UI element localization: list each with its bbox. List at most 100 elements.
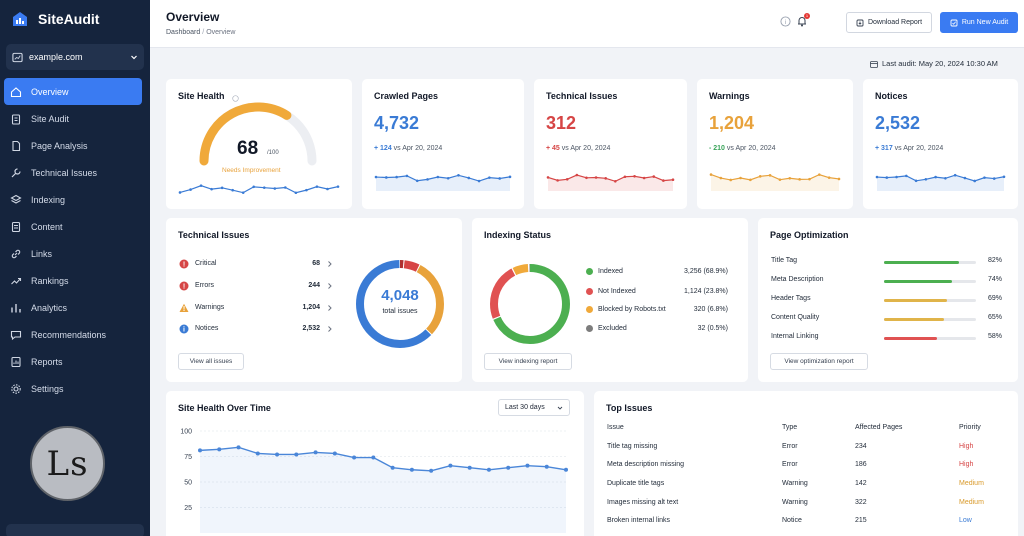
technical-issues-card: Technical Issues View all issues [166, 218, 462, 382]
svg-text:i: i [183, 327, 185, 334]
indexing-label-excluded: Excluded [598, 325, 627, 332]
sparkline-point [498, 177, 501, 180]
brand[interactable]: SiteAudit [0, 0, 150, 38]
sparkline-point [895, 175, 898, 179]
sidebar-item-rankings[interactable]: Rankings [4, 267, 142, 294]
sidebar-item-settings[interactable]: Settings [4, 375, 142, 402]
sparkline-point [326, 187, 329, 191]
optimization-bar-fill [884, 318, 944, 321]
warnings-card: Warnings 1,204 - 210 vs Apr 20, 2024 [697, 79, 853, 209]
sparkline-point [585, 176, 588, 180]
legend-dot-not-indexed [586, 288, 593, 295]
user-menu[interactable] [6, 524, 144, 536]
sparkline-point [934, 175, 937, 179]
sidebar-item-reports[interactable]: Reports [4, 348, 142, 375]
sidebar-item-overview[interactable]: Overview [4, 78, 142, 105]
breadcrumb-dashboard[interactable]: Dashboard [166, 29, 201, 36]
sparkline-point [273, 187, 277, 190]
sidebar-item-content[interactable]: Content [4, 213, 142, 240]
info-icon[interactable] [232, 95, 239, 102]
health-line-chart: 100 75 50 25 [180, 429, 568, 533]
warnings-sparkline [709, 173, 841, 191]
sparkline-point [405, 174, 409, 178]
optimization-label-title-tag: Title Tag [771, 257, 798, 264]
technical-issues-delta-compare: vs Apr 20, 2024 [561, 145, 611, 152]
legend-dot-blocked-by-robots-txt [586, 306, 593, 313]
sparkline-point [944, 176, 947, 180]
health-gauge-fill [199, 102, 292, 166]
column-header-issue: Issue [607, 424, 624, 431]
table-row[interactable] [594, 439, 1018, 457]
view-optimization-report-button[interactable]: View optimization report [770, 353, 868, 370]
date-range-select[interactable]: Last 30 days [498, 399, 570, 416]
optimization-pct-content-quality: 65% [988, 314, 1003, 321]
chevron-right-icon[interactable] [327, 325, 333, 333]
file-icon [12, 140, 21, 151]
data-point [390, 465, 395, 470]
sparkline-point [336, 185, 340, 188]
health-over-time-title: Site Health Over Time [178, 403, 271, 413]
sparkline-point [614, 179, 617, 183]
cell-issue: Title tag missing [607, 443, 658, 450]
download-report-button[interactable]: Download Report [846, 12, 932, 33]
sparkline-point [385, 176, 388, 179]
top-issues-title: Top Issues [606, 403, 653, 413]
sparkline-point [662, 179, 665, 182]
notices-delta: + 317 vs Apr 20, 2024 [875, 145, 943, 152]
run-new-audit-button[interactable]: Run New Audit [940, 12, 1018, 33]
donut-segment-indexed [490, 264, 570, 344]
sidebar-item-links[interactable]: Links [4, 240, 142, 267]
sidebar-item-site-audit[interactable]: Site Audit [4, 105, 142, 132]
sparkline-point [446, 176, 450, 180]
cell-priority: High [959, 443, 974, 450]
avatar[interactable]: Ls [30, 426, 105, 501]
technical-issues-title: Technical Issues [546, 91, 618, 101]
chevron-right-icon[interactable] [327, 260, 333, 268]
view-indexing-report-label: View indexing report [498, 358, 558, 365]
sidebar-item-label: Overview [31, 86, 69, 97]
report-icon [11, 356, 21, 367]
cell-pages: 322 [855, 499, 867, 506]
breadcrumb-overview: Overview [206, 29, 236, 36]
data-point [275, 452, 280, 457]
indexing-label-indexed: Indexed [598, 268, 623, 275]
page-optimization-title: Page Optimization [770, 230, 849, 240]
view-indexing-report-button[interactable]: View indexing report [484, 353, 572, 370]
site-selector[interactable]: example.com [6, 44, 144, 70]
help-icon[interactable]: i [780, 16, 791, 27]
indexing-value-not-indexed: 1,124 (23.8%) [684, 288, 728, 295]
sparkline-area [376, 175, 510, 191]
sidebar-item-technical-issues[interactable]: Technical Issues [4, 159, 142, 186]
sidebar-item-label: Links [31, 248, 53, 259]
chevron-right-icon[interactable] [327, 304, 333, 312]
last-audit: Last audit: May 20, 2024 10:30 AM [870, 59, 998, 68]
warning-icon: ! [179, 303, 189, 313]
site-icon [12, 52, 23, 62]
y-tick-label: 75 [184, 454, 192, 461]
donut-segment-warnings [356, 260, 444, 348]
chevron-right-icon[interactable] [327, 282, 333, 290]
bell-icon[interactable] [796, 15, 808, 27]
crawled-pages-delta-compare: vs Apr 20, 2024 [393, 145, 443, 152]
svg-text:!: ! [183, 262, 185, 269]
sidebar-item-recommendations[interactable]: Recommendations [4, 321, 142, 348]
issue-count-notices: 2,532 [302, 325, 320, 332]
data-point [429, 468, 434, 473]
sparkline-point [426, 178, 429, 181]
sparkline-point [983, 176, 986, 179]
sparkline-point [623, 175, 627, 179]
view-all-issues-button[interactable]: View all issues [178, 353, 244, 370]
notification-badge: 1 [804, 13, 810, 19]
page-title: Overview [166, 10, 220, 24]
cell-priority: High [959, 461, 974, 468]
site-health-sparkline [179, 185, 339, 194]
issue-label-warnings: Warnings [195, 304, 225, 311]
sidebar-item-analytics[interactable]: Analytics [4, 294, 142, 321]
clipboard-icon [11, 113, 21, 125]
sidebar-item-label: Indexing [31, 194, 66, 205]
technical-issues-title: Technical Issues [178, 230, 250, 240]
sidebar-item-indexing[interactable]: Indexing [4, 186, 142, 213]
sidebar-item-page-analysis[interactable]: Page Analysis [4, 132, 142, 159]
sidebar-item-label: Site Audit [31, 113, 70, 124]
issue-count-errors: 244 [308, 282, 320, 289]
